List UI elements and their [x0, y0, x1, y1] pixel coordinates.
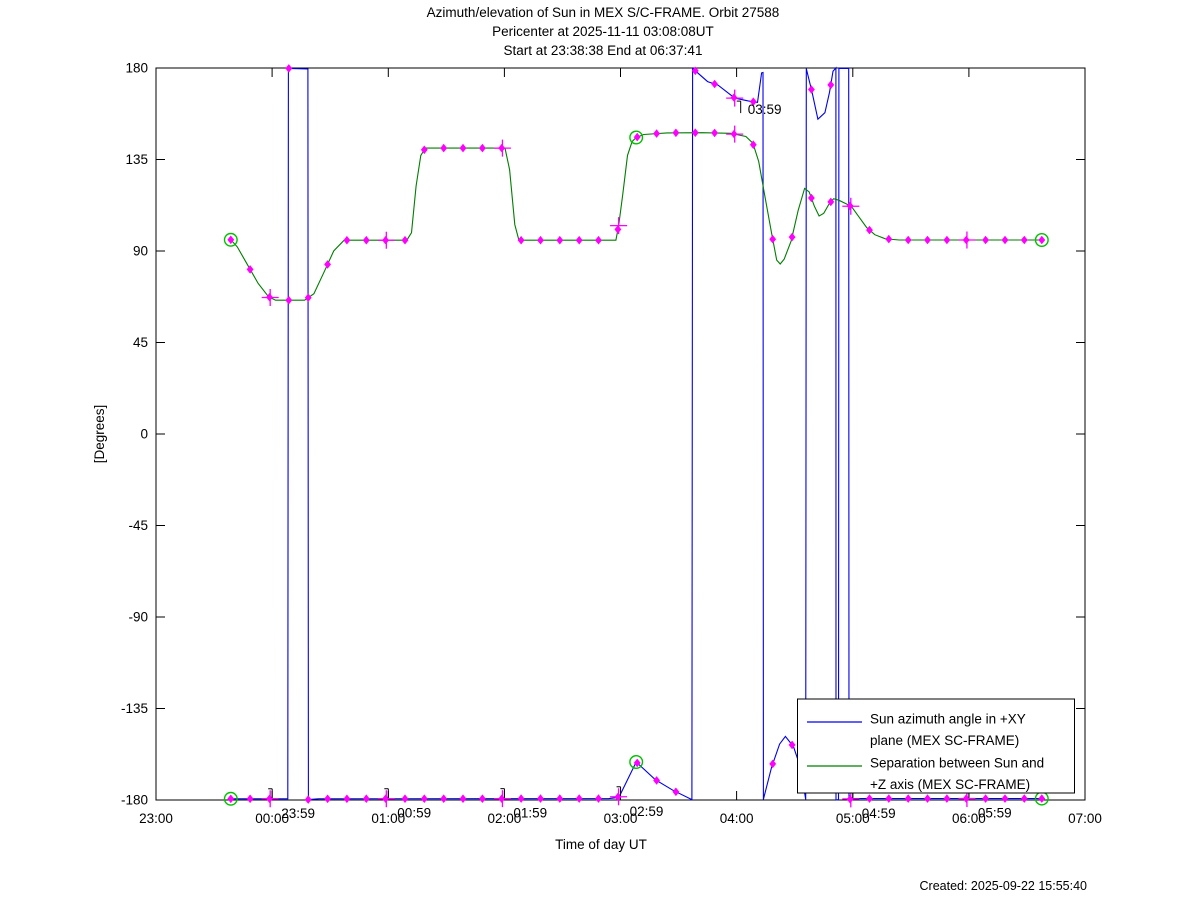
y-tick-label: -135 — [121, 701, 148, 716]
legend-entry-label: Separation between Sun and — [870, 756, 1044, 771]
time-annotation: 01:59 — [513, 806, 547, 821]
time-annotation: 23:59 — [281, 806, 315, 821]
plot-area: 23:00 00:00 01:00 02:00 03:00 04:00 05:00 06:00… — [121, 61, 1102, 827]
y-tick-label: -90 — [128, 610, 148, 625]
time-annotation: 03:59 — [748, 102, 782, 117]
x-tick-label: 03:00 — [604, 811, 638, 826]
y-axis-label: [Degrees] — [92, 405, 107, 464]
x-tick-label: 23:00 — [139, 811, 173, 826]
x-tick-label: 01:00 — [371, 811, 405, 826]
event-circle-markers — [223, 130, 1049, 806]
marker-diamonds — [227, 64, 1046, 804]
separation-series-line — [230, 132, 1042, 301]
y-tick-label: 0 — [140, 427, 148, 442]
y-tick-label: -45 — [128, 518, 148, 533]
legend-box — [797, 698, 1075, 794]
chart-title-line3: Start at 23:38:38 End at 06:37:41 — [504, 43, 703, 58]
legend-entry-label: +Z axis (MEX SC-FRAME) — [870, 777, 1030, 792]
chart-title-line1: Azimuth/elevation of Sun in MEX S/C-FRAM… — [427, 5, 780, 20]
azimuth-series-line — [230, 66, 1042, 801]
y-axis-ticks: -180 -135 -90 -45 0 45 90 135 180 — [121, 61, 1085, 808]
y-tick-label: -180 — [121, 793, 148, 808]
time-annotation: 05:59 — [978, 806, 1012, 821]
y-tick-label: 45 — [133, 335, 148, 350]
plot-frame — [155, 67, 1086, 801]
created-timestamp: Created: 2025-09-22 15:55:40 — [920, 879, 1088, 893]
x-tick-label: 02:00 — [488, 811, 522, 826]
time-annotation: 00:59 — [397, 806, 431, 821]
x-axis-label: Time of day UT — [555, 837, 647, 852]
x-tick-label: 04:00 — [720, 811, 754, 826]
y-tick-label: 90 — [133, 244, 148, 259]
time-annotation: 02:59 — [630, 804, 664, 819]
x-tick-label: 00:00 — [255, 811, 289, 826]
x-tick-label: 06:00 — [952, 811, 986, 826]
legend-entry-label: Sun azimuth angle in +XY — [870, 712, 1026, 727]
time-annotations: 23:59 00:59 01:59 02:59 03:59 04:59 05:59 — [268, 100, 1012, 821]
chart-title-line2: Pericenter at 2025-11-11 03:08:08UT — [492, 24, 714, 39]
x-tick-label: 05:00 — [836, 811, 870, 826]
legend-entry-label: plane (MEX SC-FRAME) — [870, 733, 1019, 748]
x-tick-label: 07:00 — [1068, 811, 1102, 826]
y-tick-label: 135 — [125, 152, 148, 167]
y-tick-label: 180 — [125, 61, 148, 76]
time-annotation: 04:59 — [862, 806, 896, 821]
legend: Sun azimuth angle in +XY plane (MEX SC-FR… — [797, 698, 1075, 794]
